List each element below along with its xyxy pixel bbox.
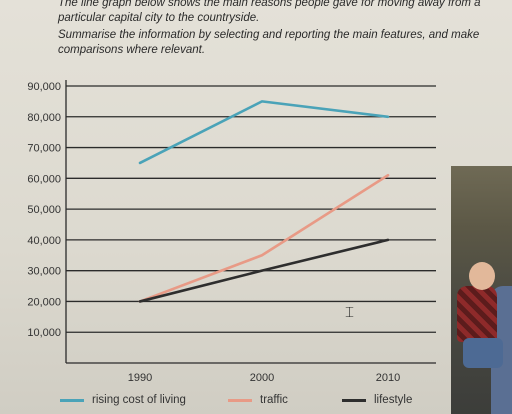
child-shirt [457,286,497,342]
legend-swatch [342,398,366,402]
line-chart: 90,000 80,000 70,000 60,000 50,000 40,000 30,0… [27,80,436,384]
y-tick-label: 70,000 [27,143,61,155]
x-tick-label: 2000 [250,372,274,384]
y-tick-label: 10,000 [27,327,61,339]
legend-label: rising cost of living [92,394,186,406]
y-tick-label: 30,000 [27,266,61,278]
x-tick-label: 1990 [128,372,152,384]
text-cursor-icon: ⌶ [345,303,355,321]
legend-item: lifestyle [342,394,412,406]
series-line-0 [138,100,390,165]
x-tick-label: 2010 [376,372,400,384]
prompt-line-2: particular capital city to the countrysi… [58,11,260,24]
prompt-line-1: The line graph below shows the main reas… [58,0,481,9]
task-prompt: The line graph below shows the main reas… [58,0,506,57]
legend-swatch [60,398,84,402]
legend-label: traffic [260,394,288,406]
legend-swatch [228,398,252,402]
prompt-line-3: Summarise the information by selecting a… [58,29,480,41]
child-photo [451,166,512,414]
y-tick-label: 60,000 [27,173,61,185]
child-head [469,262,495,290]
y-tick-label: 40,000 [27,235,61,247]
series-line-1 [138,173,390,303]
legend-label: lifestyle [374,394,413,406]
legend-item: traffic [228,394,288,406]
chart-legend: rising cost of living traffic lifestyle [60,392,450,412]
legend-item: rising cost of living [60,394,186,406]
y-tick-label: 20,000 [27,296,61,308]
y-tick-label: 80,000 [27,112,61,124]
prompt-line-4: comparisons where relevant. [58,43,206,56]
child-jeans [463,338,503,368]
y-tick-label: 90,000 [27,81,61,93]
y-tick-label: 50,000 [27,204,61,216]
